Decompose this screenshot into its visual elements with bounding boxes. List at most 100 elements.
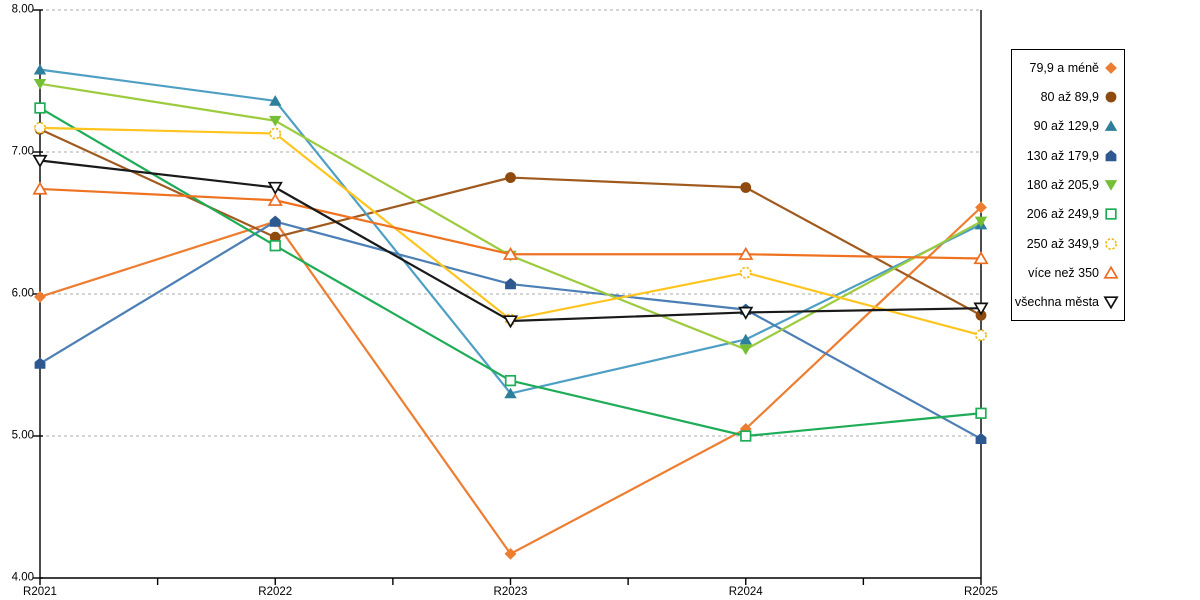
legend-item-0: 79,9 a méně [1012, 53, 1124, 82]
pentagon-filled-glyph [1105, 149, 1117, 161]
triangle-down-filled-glyph [1104, 180, 1118, 191]
data-point-marker [502, 246, 519, 260]
legend-item-7: více než 350 [1012, 258, 1124, 287]
series-8 [32, 154, 989, 329]
data-point-marker [269, 215, 281, 227]
y-tick-label: 8.00 [11, 3, 34, 16]
circle-open-dashed-glyph [1105, 237, 1117, 250]
diamond-filled-glyph [1105, 61, 1117, 74]
data-point-marker [33, 78, 47, 90]
legend-label: 80 až 89,9 [1040, 89, 1099, 104]
x-tick-label: R2021 [23, 586, 57, 598]
data-point-marker [32, 154, 48, 168]
data-point-marker [269, 95, 282, 106]
legend-marker-shape [1105, 91, 1117, 103]
triangle-down-open-glyph [1103, 296, 1119, 310]
legend-label: 90 až 129,9 [1033, 119, 1099, 134]
data-point-marker [975, 201, 987, 214]
data-point-marker [973, 302, 989, 316]
circle-filled-glyph [1105, 91, 1117, 103]
series-line-5 [39, 107, 982, 438]
open-circle-marker-icon [1102, 235, 1120, 253]
series-5 [34, 102, 987, 442]
data-point-marker [33, 63, 47, 75]
data-point-marker [34, 102, 46, 114]
triangle-open-glyph [1103, 265, 1119, 279]
legend-label: všechna města [1014, 295, 1099, 310]
legend-label: 206 až 249,9 [1026, 207, 1099, 222]
triangle-down-marker-icon [1102, 176, 1120, 194]
data-point-marker [34, 290, 46, 303]
series-line-2 [39, 68, 982, 395]
legend-item-1: 80 až 89,9 [1012, 82, 1124, 111]
y-tick-label: 6.00 [11, 287, 34, 300]
legend: 79,9 a méně 80 až 89,9 90 až 129,9 130 a… [1011, 49, 1125, 321]
data-point-marker [739, 266, 752, 279]
data-point-marker [504, 374, 517, 387]
series-4 [33, 78, 988, 356]
triangle-marker-icon [1102, 117, 1120, 135]
x-tick-label: R2023 [493, 586, 528, 598]
data-point-marker [975, 432, 987, 445]
legend-item-6: 250 až 349,9 [1012, 229, 1124, 258]
legend-marker-shape [1103, 296, 1119, 310]
data-point-marker [739, 333, 752, 345]
data-point-marker [34, 121, 46, 134]
data-point-marker [267, 181, 283, 195]
open-triangle-down-marker-icon [1102, 293, 1120, 311]
legend-marker-shape [1104, 180, 1118, 191]
legend-marker-shape [1105, 149, 1117, 161]
legend-marker-shape [1105, 237, 1117, 250]
data-point-marker [738, 246, 754, 260]
data-point-marker [740, 430, 752, 442]
diamond-marker-icon [1102, 59, 1120, 77]
data-point-marker [502, 315, 519, 329]
y-tick-label: 7.00 [11, 145, 34, 158]
legend-item-8: všechna města [1012, 288, 1124, 317]
series-line-4 [39, 82, 982, 351]
legend-label: 180 až 205,9 [1026, 177, 1099, 192]
circle-marker-icon [1102, 88, 1120, 106]
data-point-marker [269, 231, 281, 243]
legend-item-5: 206 až 249,9 [1012, 200, 1124, 229]
data-point-marker [32, 181, 48, 195]
legend-item-2: 90 až 129,9 [1012, 112, 1124, 141]
pentagon-marker-icon [1102, 147, 1120, 165]
legend-marker-shape [1105, 61, 1117, 74]
data-point-marker [975, 407, 987, 419]
data-point-marker [269, 115, 282, 127]
legend-label: 79,9 a méně [1029, 60, 1100, 75]
data-point-marker [974, 216, 988, 228]
series-2 [33, 63, 988, 399]
x-tick-label: R2025 [964, 586, 998, 598]
series-0 [34, 201, 987, 560]
series-7 [32, 181, 989, 265]
data-point-marker [740, 182, 752, 193]
data-point-marker [267, 192, 283, 206]
data-point-marker [505, 278, 516, 290]
triangle-filled-glyph [1104, 120, 1118, 132]
legend-label: 250 až 349,9 [1026, 236, 1099, 251]
data-point-marker [269, 240, 281, 252]
legend-marker-shape [1104, 120, 1118, 132]
legend-item-3: 130 až 179,9 [1012, 141, 1124, 170]
legend-marker-shape [1103, 265, 1119, 279]
x-tick-label: R2024 [728, 586, 763, 598]
legend-item-4: 180 až 205,9 [1012, 170, 1124, 199]
legend-marker-shape [1105, 208, 1117, 220]
square-open-glyph [1105, 208, 1117, 220]
series-6 [34, 121, 987, 342]
legend-label: více než 350 [1028, 265, 1099, 280]
data-point-marker [973, 251, 989, 265]
open-triangle-marker-icon [1102, 264, 1120, 282]
y-tick-label: 4.00 [11, 571, 34, 584]
open-square-marker-icon [1102, 205, 1120, 223]
data-point-marker [34, 357, 46, 369]
data-point-marker [975, 329, 987, 342]
data-point-marker [504, 547, 517, 560]
data-point-marker [269, 127, 282, 140]
data-point-marker [738, 306, 754, 320]
y-tick-label: 5.00 [11, 429, 34, 442]
